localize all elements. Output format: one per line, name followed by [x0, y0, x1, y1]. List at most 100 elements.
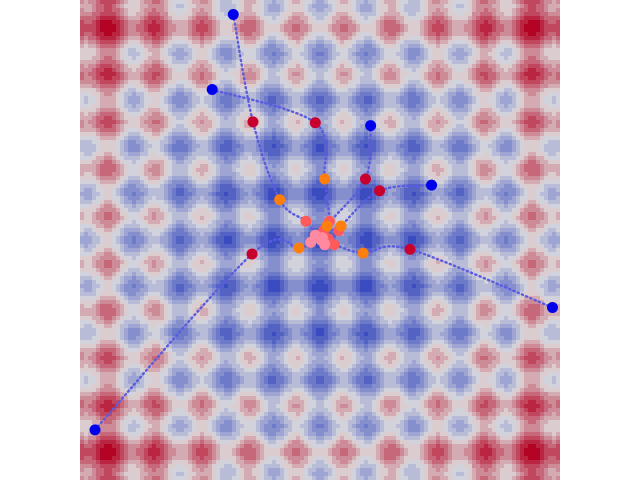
- contour-cell: [84, 24, 89, 29]
- contour-cell: [80, 36, 85, 41]
- contour-cell: [80, 256, 85, 261]
- contour-cell: [140, 48, 145, 53]
- contour-cell: [144, 292, 149, 297]
- contour-cell: [124, 200, 129, 205]
- contour-cell: [80, 236, 85, 241]
- contour-cell: [144, 256, 149, 261]
- contour-cell: [100, 436, 105, 441]
- contour-cell: [140, 176, 145, 181]
- contour-cell: [176, 16, 181, 21]
- contour-cell: [124, 172, 129, 177]
- contour-cell: [192, 252, 197, 257]
- contour-cell: [168, 124, 173, 129]
- contour-cell: [212, 396, 217, 401]
- contour-cell: [116, 392, 121, 397]
- contour-cell: [80, 368, 85, 373]
- contour-cell: [112, 20, 117, 25]
- contour-cell: [128, 28, 133, 33]
- contour-cell: [116, 288, 121, 293]
- contour-cell: [148, 396, 153, 401]
- contour-cell: [212, 404, 217, 409]
- contour-cell: [208, 400, 213, 405]
- contour-cell: [216, 380, 221, 385]
- contour-cell: [88, 332, 93, 337]
- contour-cell: [216, 76, 221, 81]
- contour-cell: [228, 376, 233, 381]
- contour-cell: [112, 276, 117, 281]
- contour-cell: [196, 364, 201, 369]
- contour-cell: [104, 308, 109, 313]
- contour-cell: [84, 60, 89, 65]
- contour-cell: [88, 92, 93, 97]
- contour-cell: [216, 188, 221, 193]
- contour-cell: [144, 388, 149, 393]
- contour-cell: [180, 192, 185, 197]
- contour-cell: [180, 152, 185, 157]
- contour-cell: [228, 64, 233, 69]
- contour-cell: [208, 60, 213, 65]
- contour-cell: [152, 380, 157, 385]
- contour-cell: [184, 156, 189, 161]
- contour-cell: [220, 12, 225, 17]
- contour-cell: [160, 120, 165, 125]
- contour-cell: [88, 372, 93, 377]
- contour-cell: [96, 44, 101, 49]
- contour-cell: [136, 20, 141, 25]
- contour-cell: [208, 100, 213, 105]
- contour-cell: [96, 236, 101, 241]
- contour-cell: [112, 328, 117, 333]
- contour-cell: [124, 0, 129, 5]
- contour-cell: [136, 424, 141, 429]
- contour-cell: [116, 176, 121, 181]
- contour-cell: [188, 452, 193, 457]
- contour-cell: [220, 256, 225, 261]
- contour-cell: [112, 124, 117, 129]
- contour-cell: [188, 360, 193, 365]
- contour-cell: [140, 168, 145, 173]
- contour-cell: [156, 256, 161, 261]
- contour-cell: [88, 52, 93, 57]
- contour-cell: [232, 276, 237, 281]
- contour-cell: [100, 104, 105, 109]
- contour-cell: [124, 328, 129, 333]
- contour-cell: [236, 252, 241, 257]
- contour-cell: [184, 80, 189, 85]
- contour-cell: [96, 156, 101, 161]
- contour-cell: [220, 20, 225, 25]
- contour-cell: [128, 336, 133, 341]
- contour-cell: [188, 168, 193, 173]
- contour-cell: [188, 236, 193, 241]
- contour-cell: [152, 348, 157, 353]
- contour-cell: [132, 188, 137, 193]
- contour-cell: [104, 360, 109, 365]
- contour-cell: [220, 196, 225, 201]
- contour-cell: [172, 312, 177, 317]
- contour-cell: [124, 432, 129, 437]
- contour-cell: [172, 272, 177, 277]
- contour-cell: [144, 336, 149, 341]
- contour-cell: [180, 96, 185, 101]
- contour-cell: [92, 148, 97, 153]
- contour-cell: [128, 288, 133, 293]
- contour-cell: [124, 372, 129, 377]
- contour-cell: [232, 452, 237, 457]
- contour-cell: [192, 144, 197, 149]
- contour-cell: [236, 332, 241, 337]
- contour-cell: [112, 440, 117, 445]
- contour-cell: [224, 136, 229, 141]
- contour-cell: [112, 248, 117, 253]
- contour-cell: [80, 68, 85, 73]
- contour-cell: [216, 180, 221, 185]
- contour-cell: [108, 472, 113, 477]
- contour-cell: [208, 276, 213, 281]
- contour-cell: [116, 216, 121, 221]
- contour-cell: [88, 24, 93, 29]
- contour-cell: [176, 200, 181, 205]
- contour-cell: [148, 392, 153, 397]
- contour-cell: [172, 224, 177, 229]
- contour-cell: [184, 468, 189, 473]
- contour-cell: [128, 276, 133, 281]
- contour-cell: [204, 400, 209, 405]
- contour-cell: [136, 132, 141, 137]
- contour-cell: [108, 348, 113, 353]
